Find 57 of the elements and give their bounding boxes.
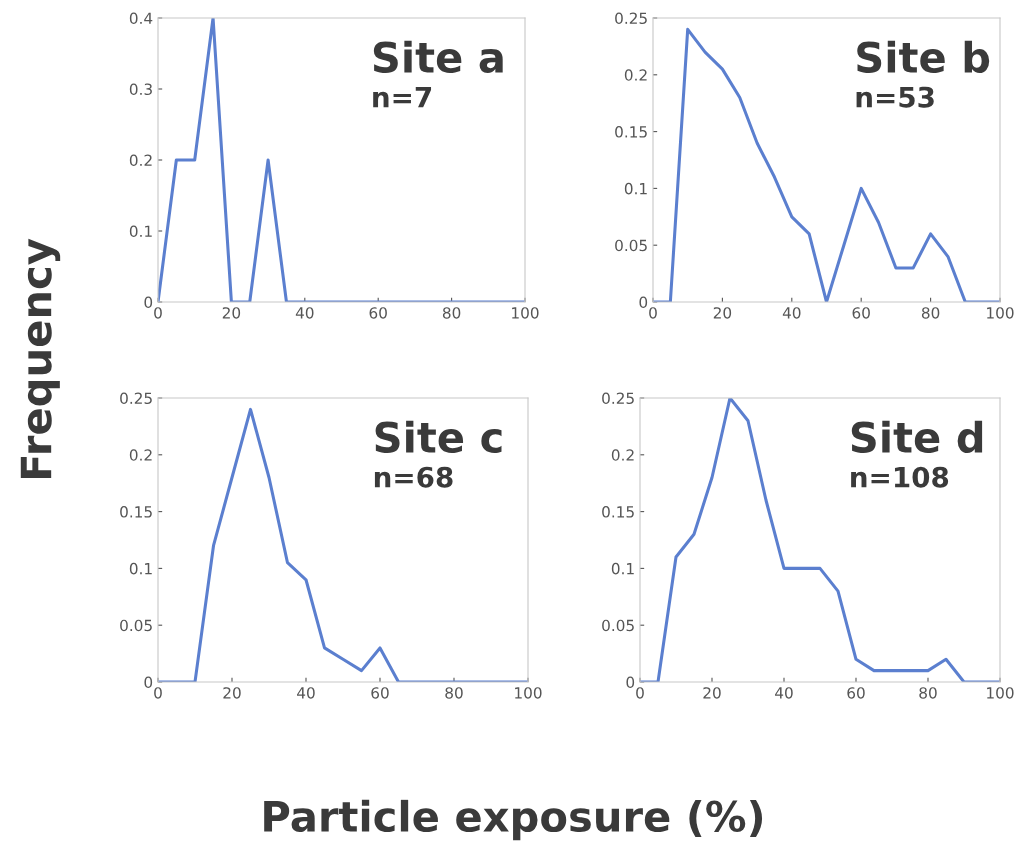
y-tick-label: 0 bbox=[639, 296, 648, 309]
y-axis-title: Frequency bbox=[20, 238, 61, 479]
x-axis-title: Particle exposure (%) bbox=[264, 799, 763, 841]
x-tick-label: 20 bbox=[223, 687, 241, 699]
y-tick-label: 0.15 bbox=[602, 506, 634, 518]
annotation: n=53 bbox=[856, 86, 934, 108]
x-tick-label: 60 bbox=[371, 687, 389, 699]
x-tick-label: 80 bbox=[921, 307, 940, 319]
x-tick-label: 40 bbox=[782, 307, 801, 319]
x-tick-label: 80 bbox=[442, 307, 461, 319]
y-tick-label: 0 bbox=[626, 676, 635, 689]
x-tick-label: 20 bbox=[222, 307, 241, 319]
x-tick-label: 80 bbox=[919, 687, 937, 699]
y-tick-label: 0.2 bbox=[611, 449, 634, 461]
line-series bbox=[640, 398, 1000, 682]
annotation: Site b bbox=[857, 40, 990, 73]
x-tick-label: 100 bbox=[987, 307, 1014, 319]
y-tick-label: 0.3 bbox=[129, 83, 152, 96]
annotation: n=7 bbox=[373, 87, 432, 108]
y-tick-label: 0.1 bbox=[129, 225, 152, 238]
x-tick-label: 100 bbox=[987, 687, 1014, 699]
y-tick-label: 0.1 bbox=[624, 182, 647, 195]
y-tick-label: 0 bbox=[144, 676, 153, 689]
x-tick-label: 20 bbox=[713, 307, 732, 319]
x-tick-label: 0 bbox=[649, 307, 657, 319]
x-tick-label: 100 bbox=[512, 307, 539, 319]
y-tick-label: 0.2 bbox=[624, 69, 647, 81]
annotation: Site a bbox=[373, 40, 503, 73]
y-tick-label: 0.25 bbox=[615, 12, 647, 25]
x-tick-label: 60 bbox=[369, 307, 387, 319]
y-tick-label: 0.05 bbox=[120, 619, 152, 632]
y-tick-label: 0.2 bbox=[129, 449, 152, 461]
y-tick-label: 0.1 bbox=[129, 562, 152, 575]
y-tick-label: 0 bbox=[144, 296, 153, 309]
x-tick-label: 40 bbox=[295, 307, 314, 319]
annotation: n=68 bbox=[374, 466, 453, 488]
y-tick-label: 0.4 bbox=[129, 12, 153, 25]
annotation: n=108 bbox=[851, 466, 949, 488]
y-tick-label: 0.05 bbox=[615, 239, 647, 252]
x-tick-label: 0 bbox=[154, 307, 162, 319]
x-tick-label: 80 bbox=[445, 687, 463, 699]
y-tick-label: 0.25 bbox=[602, 392, 634, 405]
y-tick-label: 0.1 bbox=[611, 562, 634, 575]
x-tick-label: 60 bbox=[847, 687, 865, 699]
annotation: Site d bbox=[851, 420, 983, 453]
y-tick-label: 0.15 bbox=[120, 506, 152, 518]
x-tick-label: 40 bbox=[775, 687, 793, 699]
x-tick-label: 100 bbox=[515, 687, 542, 699]
x-tick-label: 40 bbox=[297, 687, 315, 699]
x-tick-label: 20 bbox=[703, 687, 721, 699]
annotation: Site c bbox=[375, 420, 502, 453]
x-tick-label: 60 bbox=[852, 307, 870, 319]
y-tick-label: 0.25 bbox=[120, 392, 152, 405]
y-tick-label: 0.2 bbox=[129, 154, 152, 167]
y-tick-label: 0.15 bbox=[615, 126, 647, 138]
y-tick-label: 0.05 bbox=[602, 619, 634, 632]
x-tick-label: 0 bbox=[154, 687, 162, 699]
